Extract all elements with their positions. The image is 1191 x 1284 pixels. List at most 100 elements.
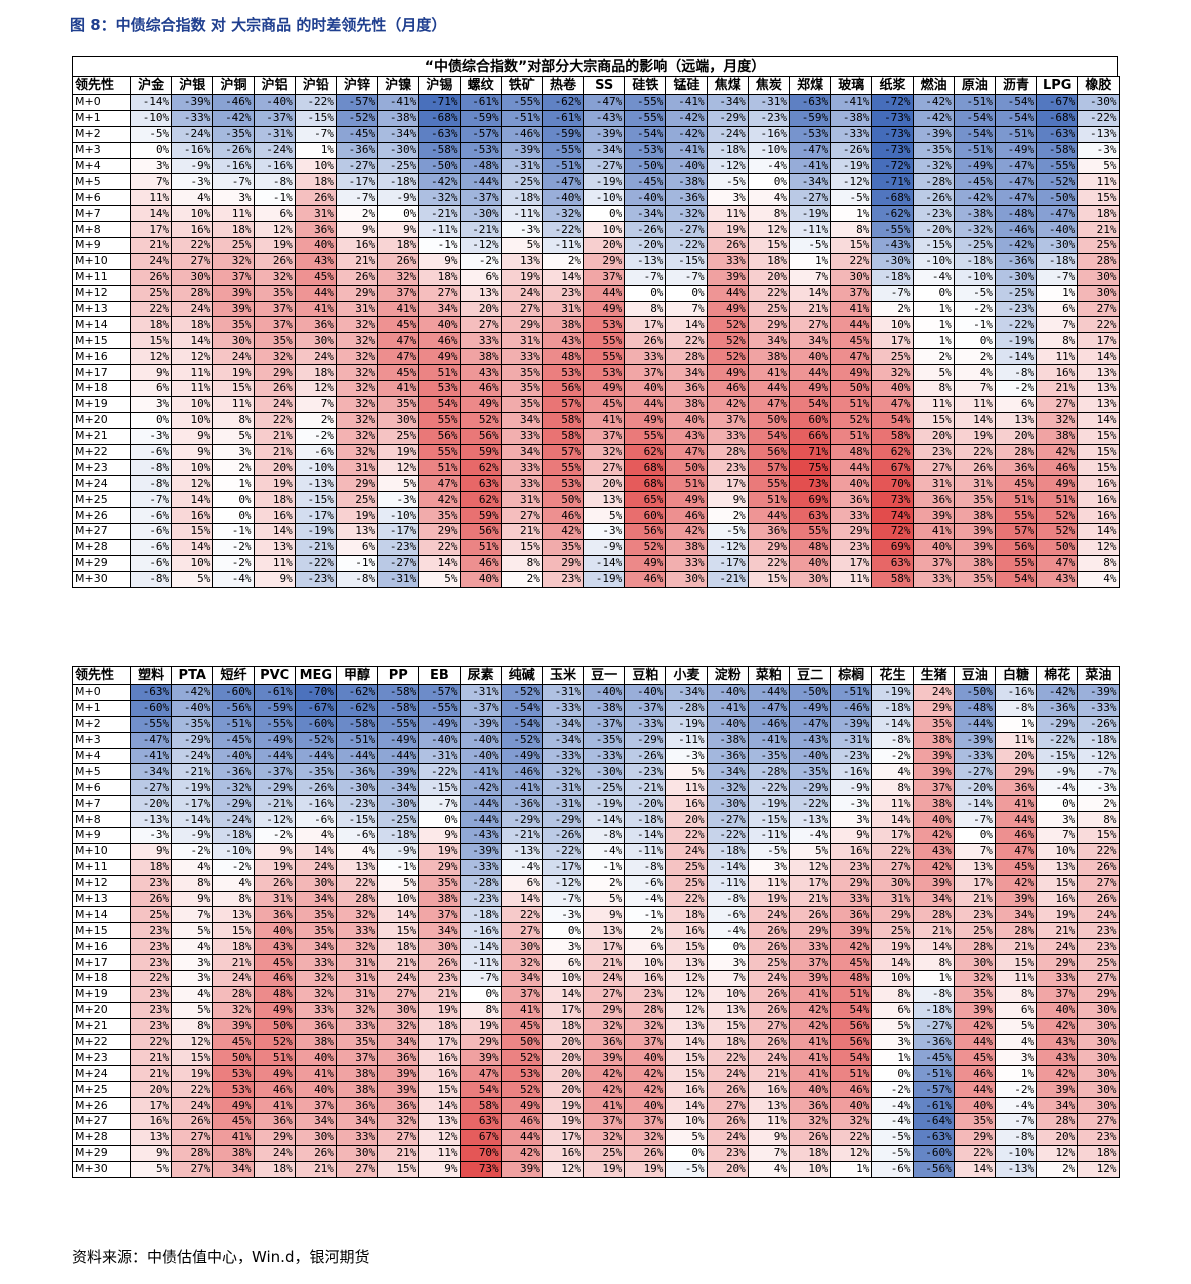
heatmap-cell: -43% bbox=[583, 109, 626, 127]
heatmap-cell: 41% bbox=[830, 300, 873, 318]
heatmap-cell: -54% bbox=[953, 125, 996, 143]
heatmap-cell: 31% bbox=[500, 491, 543, 509]
heatmap-cell: 23% bbox=[1077, 938, 1120, 956]
heatmap-cell: -14% bbox=[583, 811, 626, 829]
heatmap-cell: 20% bbox=[994, 427, 1038, 445]
heatmap-cell: -33% bbox=[541, 699, 585, 717]
row-label: M+1 bbox=[72, 109, 131, 127]
heatmap-cell: -38% bbox=[583, 699, 626, 717]
heatmap-cell: -30% bbox=[871, 252, 914, 270]
heatmap-cell: 40% bbox=[459, 570, 502, 588]
heatmap-cell: -17% bbox=[171, 795, 214, 813]
heatmap-cell: 34% bbox=[788, 332, 832, 350]
row-label: M+21 bbox=[72, 1017, 131, 1035]
heatmap-cell: 53% bbox=[212, 1081, 255, 1099]
heatmap-cell: 46% bbox=[1036, 459, 1079, 477]
heatmap-cell: 44% bbox=[994, 811, 1038, 829]
heatmap-cell: 36% bbox=[377, 1097, 420, 1115]
heatmap-cell: 42% bbox=[830, 938, 873, 956]
heatmap-cell: -67% bbox=[294, 699, 337, 717]
heatmap-cell: 45% bbox=[583, 395, 626, 413]
heatmap-cell: -49% bbox=[788, 699, 832, 717]
heatmap-cell: -6% bbox=[624, 874, 667, 892]
heatmap-cell: 1% bbox=[912, 300, 955, 318]
heatmap-cell: 44% bbox=[706, 284, 749, 302]
heatmap-cell: 7% bbox=[706, 970, 749, 987]
heatmap-cell: -31% bbox=[541, 795, 585, 813]
heatmap-cell: 51% bbox=[830, 427, 873, 445]
heatmap-cell: -34% bbox=[377, 779, 420, 797]
heatmap-cell: 19% bbox=[253, 858, 296, 876]
heatmap-cell: -12% bbox=[706, 538, 749, 556]
heatmap-cell: 40% bbox=[912, 538, 955, 556]
heatmap-cell: -21% bbox=[459, 221, 502, 239]
heatmap-cell: 67% bbox=[459, 1128, 502, 1146]
heatmap-cell: -33% bbox=[541, 747, 585, 765]
heatmap-cell: -33% bbox=[624, 715, 667, 733]
heatmap-cell: 39% bbox=[459, 1049, 502, 1067]
heatmap-cell: -22% bbox=[294, 94, 337, 111]
heatmap-cell: 20% bbox=[541, 1033, 585, 1051]
heatmap-cell: 53% bbox=[541, 475, 585, 493]
heatmap-cell: -11% bbox=[418, 221, 461, 239]
heatmap-cell: 31% bbox=[335, 954, 379, 972]
heatmap-cell: -7% bbox=[665, 268, 708, 286]
heatmap-cell: 7% bbox=[129, 173, 173, 191]
heatmap-cell: -42% bbox=[912, 109, 955, 127]
table-row: M+8 -13% -14% -24% -12% -6% -15% -25% 0% -44% -29%… bbox=[72, 811, 1120, 829]
heatmap-cell: -12% bbox=[253, 811, 296, 829]
heatmap-cell: 9% bbox=[706, 491, 749, 509]
heatmap-cell: 44% bbox=[953, 1081, 996, 1099]
heatmap-cell: 28% bbox=[953, 938, 996, 956]
heatmap-cell: -10% bbox=[912, 252, 955, 270]
heatmap-cell: 36% bbox=[830, 906, 873, 924]
heatmap-cell: 22% bbox=[1077, 842, 1120, 860]
heatmap-cell: -52% bbox=[294, 731, 337, 749]
heatmap-cell: -23% bbox=[335, 795, 379, 813]
heatmap-cell: -18% bbox=[459, 906, 502, 924]
heatmap-cell: 68% bbox=[624, 475, 667, 493]
heatmap-cell: 37% bbox=[212, 268, 255, 286]
heatmap-cell: -22% bbox=[747, 779, 791, 797]
heatmap-cell: 14% bbox=[541, 985, 585, 1003]
heatmap-cell: -33% bbox=[1077, 699, 1120, 717]
heatmap-cell: -5% bbox=[871, 1128, 914, 1146]
heatmap-cell: -51% bbox=[912, 1065, 955, 1083]
heatmap-cell: 51% bbox=[830, 985, 873, 1003]
heatmap-cell: 5% bbox=[377, 874, 420, 892]
heatmap-cell: -25% bbox=[377, 157, 420, 175]
column-header: 豆粕 bbox=[624, 666, 667, 685]
heatmap-cell: -31% bbox=[253, 125, 296, 143]
column-header: 玻璃 bbox=[830, 76, 873, 95]
heatmap-cell: 32% bbox=[377, 1113, 420, 1130]
heatmap-cell: 31% bbox=[335, 970, 379, 987]
heatmap-cell: 31% bbox=[500, 332, 543, 350]
heatmap-cell: -47% bbox=[994, 189, 1038, 207]
heatmap-cell: -22% bbox=[1077, 109, 1120, 127]
heatmap-cell: -15% bbox=[1036, 747, 1079, 765]
heatmap-cell: 36% bbox=[788, 1097, 832, 1115]
heatmap-cell: -18% bbox=[377, 827, 420, 844]
heatmap-cell: 9% bbox=[335, 221, 379, 239]
heatmap-cell: 23% bbox=[1077, 1128, 1120, 1146]
heatmap-cell: 20% bbox=[747, 268, 791, 286]
heatmap-cell: -32% bbox=[706, 779, 749, 797]
column-header: 菜粕 bbox=[747, 666, 791, 685]
heatmap-cell: 21% bbox=[747, 1065, 791, 1083]
heatmap-cell: 32% bbox=[253, 348, 296, 366]
heatmap-cell: -3% bbox=[129, 427, 173, 445]
heatmap-cell: 36% bbox=[994, 779, 1038, 797]
heatmap-cell: 46% bbox=[253, 970, 296, 987]
heatmap-cell: 1% bbox=[994, 715, 1038, 733]
heatmap-cell: -25% bbox=[953, 237, 996, 254]
heatmap-cell: -63% bbox=[1036, 125, 1079, 143]
heatmap-cell: 57% bbox=[747, 459, 791, 477]
heatmap-cell: 7% bbox=[1036, 827, 1079, 844]
heatmap-cell: 43% bbox=[665, 427, 708, 445]
heatmap-cell: 3% bbox=[171, 970, 214, 987]
heatmap-cell: -63% bbox=[788, 94, 832, 111]
column-header: 甲醇 bbox=[335, 666, 379, 685]
heatmap-cell: 40% bbox=[294, 1081, 337, 1099]
row-label: M+2 bbox=[72, 125, 131, 143]
column-header: PVC bbox=[253, 666, 296, 685]
